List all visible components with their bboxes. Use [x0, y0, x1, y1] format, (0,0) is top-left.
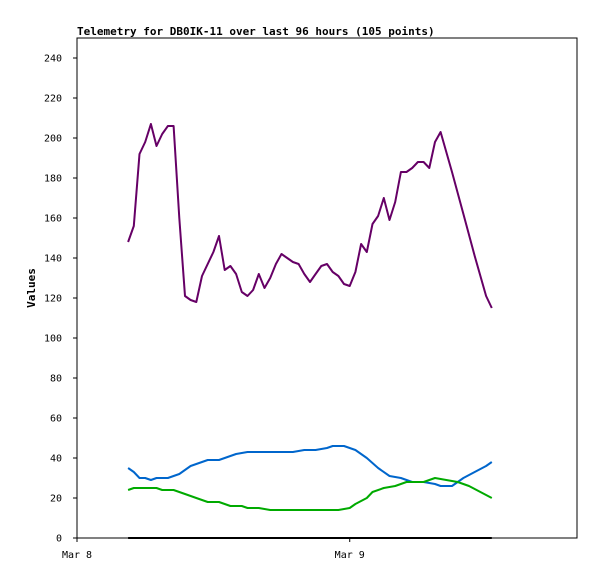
- series-layer: [127, 123, 493, 539]
- plot-frame: [76, 37, 578, 539]
- y-tick-label: 100: [44, 334, 62, 345]
- y-tick-label: 40: [50, 454, 62, 465]
- y-tick-label: 180: [44, 174, 62, 185]
- y-tick-label: 80: [50, 374, 62, 385]
- y-tick-label: 220: [44, 94, 62, 105]
- y-tick-label: 60: [50, 414, 62, 425]
- y-axis-title: Values: [25, 268, 38, 308]
- series-line-2: [127, 445, 493, 487]
- y-tick-label: 120: [44, 294, 62, 305]
- y-tick-label: 160: [44, 214, 62, 225]
- chart-title: Telemetry for DB0IK-11 over last 96 hour…: [77, 25, 435, 38]
- x-tick-label: Mar 9: [335, 550, 365, 561]
- y-tick-label: 240: [44, 54, 62, 65]
- y-tick-label: 200: [44, 134, 62, 145]
- series-line-3: [127, 477, 493, 511]
- y-tick-label: 140: [44, 254, 62, 265]
- x-tick-label: Mar 8: [62, 550, 92, 561]
- x-axis: Mar 8 Mar 9: [62, 538, 365, 561]
- y-tick-label: 0: [56, 534, 62, 545]
- y-axis: 0 20 40 60 80 100 120 140 160 180 200 220 240: [44, 54, 77, 545]
- y-tick-label: 20: [50, 494, 62, 505]
- series-line-1: [127, 123, 493, 309]
- plot-area-group: [76, 37, 578, 539]
